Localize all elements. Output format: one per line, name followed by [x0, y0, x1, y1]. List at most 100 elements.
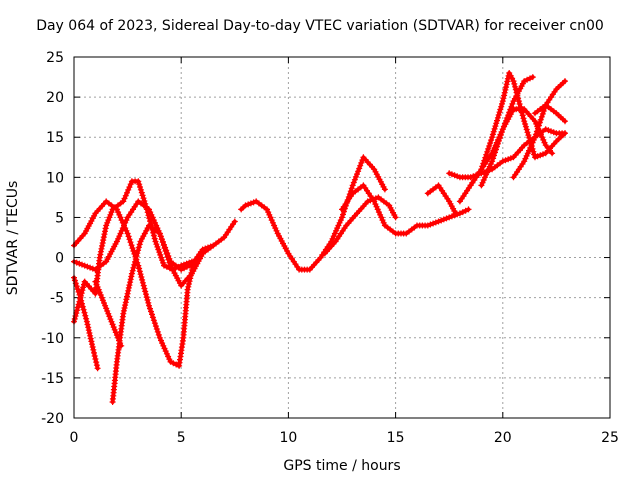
- data-point: [483, 151, 490, 158]
- data-point: [164, 250, 171, 257]
- data-point: [523, 126, 530, 133]
- data-point: [131, 261, 138, 268]
- data-point: [478, 182, 485, 189]
- data-point: [497, 132, 504, 138]
- data-point: [186, 262, 193, 269]
- data-point: [122, 219, 129, 226]
- data-point: [148, 308, 154, 315]
- data-point: [99, 297, 106, 304]
- data-point: [79, 303, 86, 310]
- data-point: [265, 209, 272, 216]
- data-point: [156, 249, 163, 256]
- data-point: [497, 106, 504, 113]
- data-point: [121, 195, 128, 202]
- data-point: [480, 177, 487, 183]
- data-point: [505, 112, 512, 119]
- data-point: [157, 251, 164, 258]
- data-point: [518, 106, 525, 113]
- data-point: [136, 181, 143, 188]
- axis-ticks: 0 5 10 15 20 25 -20 -15 -10 -5 0 5 10 15 20 25: [41, 50, 619, 446]
- data-point: [89, 344, 96, 350]
- data-point: [494, 140, 501, 147]
- data-point: [532, 134, 538, 141]
- series-track-n: [478, 74, 536, 189]
- data-point: [178, 266, 185, 273]
- data-point: [76, 298, 83, 305]
- data-point: [143, 203, 149, 210]
- data-point: [448, 171, 455, 178]
- data-point: [127, 181, 134, 188]
- data-point: [524, 76, 531, 83]
- data-point: [380, 219, 387, 226]
- data-point: [136, 241, 143, 248]
- data-point: [149, 314, 156, 321]
- data-point: [535, 122, 542, 129]
- data-point: [105, 217, 112, 224]
- data-point: [532, 118, 538, 125]
- data-point: [509, 100, 516, 107]
- data-point: [78, 290, 85, 297]
- data-point: [489, 158, 496, 165]
- data-point: [183, 263, 190, 270]
- data-point: [92, 356, 99, 362]
- data-point: [446, 214, 453, 221]
- data-point: [153, 326, 160, 332]
- data-point: [150, 317, 157, 324]
- data-point: [273, 227, 280, 234]
- data-point: [161, 262, 167, 269]
- y-tick-label: 0: [55, 251, 64, 267]
- data-point: [526, 147, 532, 154]
- data-point: [495, 112, 502, 118]
- data-point: [74, 307, 81, 314]
- data-point: [87, 264, 94, 271]
- data-point: [333, 227, 339, 234]
- data-point: [73, 259, 80, 266]
- data-point: [137, 271, 144, 278]
- data-point: [443, 215, 450, 222]
- data-point: [80, 306, 87, 313]
- data-point: [537, 116, 544, 123]
- data-point: [101, 300, 107, 306]
- data-point: [485, 145, 492, 152]
- series-track-i: [339, 182, 472, 237]
- x-tick-label: 10: [279, 430, 297, 446]
- data-point: [105, 310, 112, 317]
- data-point: [247, 200, 254, 207]
- data-point: [139, 279, 146, 286]
- data-point: [335, 222, 342, 229]
- data-point: [371, 198, 378, 205]
- data-point: [92, 278, 99, 285]
- data-point: [126, 236, 133, 243]
- data-point: [160, 238, 166, 245]
- data-point: [549, 150, 556, 157]
- data-point: [487, 161, 494, 167]
- x-tick-label: 20: [494, 430, 512, 446]
- data-point: [357, 162, 364, 169]
- data-point: [126, 282, 133, 289]
- data-point: [492, 149, 498, 156]
- data-point: [490, 128, 497, 135]
- data-point: [374, 206, 381, 213]
- data-point: [135, 247, 142, 254]
- data-point: [538, 113, 545, 120]
- data-point: [430, 220, 437, 227]
- data-point: [106, 313, 113, 320]
- data-point: [522, 155, 529, 162]
- data-point: [125, 186, 132, 193]
- data-point: [339, 214, 345, 221]
- y-tick-label: -15: [41, 371, 64, 387]
- data-point: [94, 365, 101, 372]
- data-point: [97, 292, 104, 298]
- data-point: [379, 217, 386, 224]
- data-point: [122, 302, 129, 309]
- data-point: [501, 89, 508, 96]
- data-point: [81, 262, 88, 269]
- series-track-g: [238, 154, 388, 273]
- data-point: [93, 281, 100, 288]
- data-point: [536, 119, 543, 126]
- data-point: [522, 123, 529, 130]
- grid: [74, 57, 610, 418]
- data-point: [85, 324, 92, 331]
- data-point: [125, 233, 132, 240]
- data-point: [524, 150, 531, 157]
